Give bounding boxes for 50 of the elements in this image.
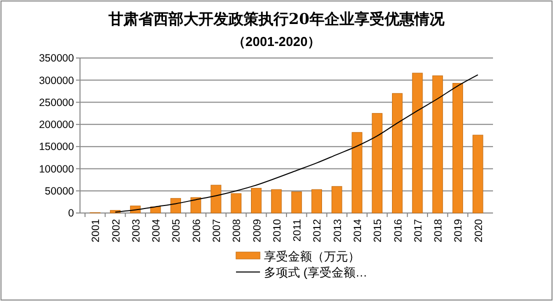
- x-tick-label: 2011: [292, 218, 304, 242]
- x-tick-label: 2008: [231, 218, 244, 242]
- x-tick-label: 2001: [90, 218, 102, 242]
- chart-title: 甘肃省西部大开发政策执行20年企业享受优惠情况: [108, 10, 446, 28]
- x-tick-label: 2018: [432, 218, 445, 242]
- bar: [472, 134, 484, 214]
- bar: [352, 132, 362, 214]
- x-tick-label: 2012: [312, 218, 324, 242]
- x-tick-label: 2006: [190, 218, 203, 242]
- bar: [250, 188, 262, 214]
- x-tick-label: 2010: [271, 218, 284, 242]
- chart-subtitle: （2001-2020）: [232, 34, 321, 49]
- bar: [372, 113, 382, 214]
- x-tick-label: 2004: [150, 218, 163, 242]
- x-tick-label: 2002: [110, 218, 122, 242]
- bar: [432, 75, 443, 214]
- y-tick-label: 150000: [38, 141, 74, 154]
- bar: [412, 72, 423, 214]
- x-tick-label: 2013: [332, 218, 344, 242]
- bar: [271, 189, 282, 214]
- legend-label: 享受金额（万元）: [264, 250, 360, 264]
- bar: [311, 189, 322, 214]
- x-tick-label: 2015: [372, 218, 384, 242]
- y-tick-label: 250000: [38, 96, 74, 109]
- x-tick-label: 2007: [210, 218, 223, 242]
- bar: [392, 93, 403, 214]
- x-tick-label: 2003: [130, 218, 142, 242]
- bar: [452, 82, 464, 214]
- x-tick-label: 2017: [412, 218, 424, 242]
- bar: [291, 191, 302, 214]
- legend-label: 多项式 (享受金额…: [264, 266, 368, 280]
- bar: [332, 186, 342, 214]
- x-tick-label: 2014: [352, 218, 364, 242]
- x-tick-label: 2016: [392, 218, 404, 242]
- bar: [150, 206, 161, 214]
- y-tick-label: 350000: [38, 52, 74, 65]
- y-tick-label: 50000: [44, 186, 74, 198]
- y-tick-label: 300000: [38, 74, 74, 87]
- bar: [230, 193, 242, 214]
- bar: [170, 198, 181, 214]
- y-tick-label: 200000: [38, 119, 74, 132]
- x-tick-label: 2005: [170, 218, 183, 242]
- y-tick-label: 100000: [38, 163, 74, 176]
- x-tick-label: 2020: [472, 218, 485, 242]
- bar: [190, 197, 202, 214]
- x-tick-label: 2009: [251, 218, 264, 242]
- line-series: [114, 74, 478, 213]
- y-tick-label: 0: [68, 208, 74, 220]
- x-tick-label: 2019: [452, 218, 465, 242]
- bar: [210, 184, 222, 214]
